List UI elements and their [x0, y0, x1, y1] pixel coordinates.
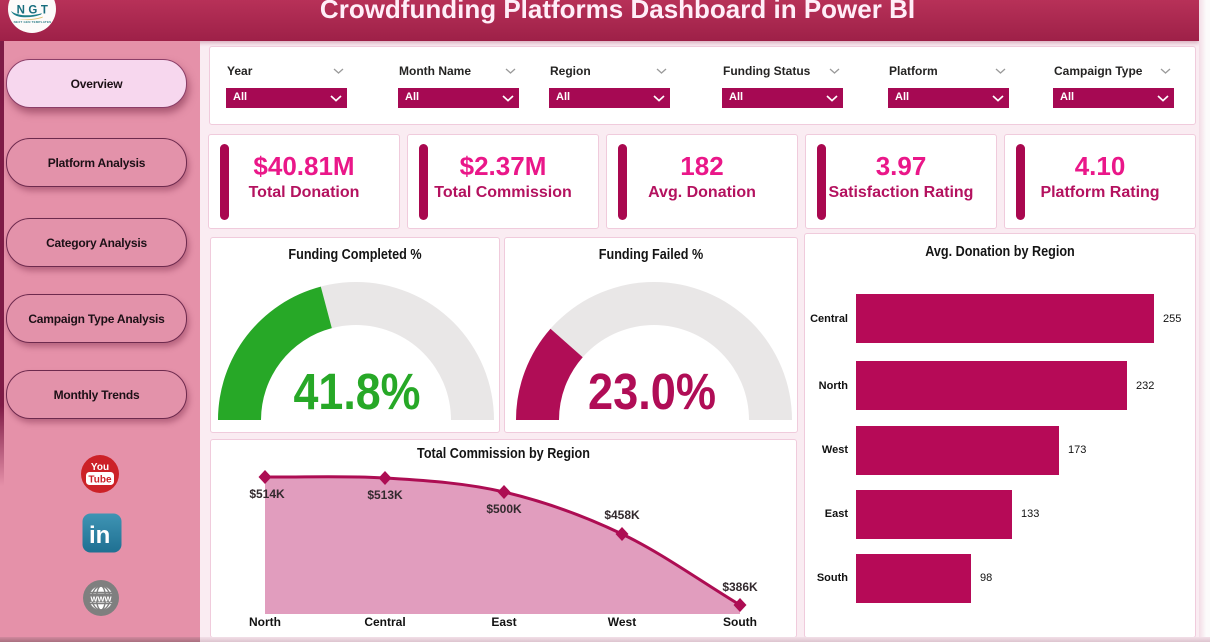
svg-text:41.8%: 41.8% [294, 363, 421, 420]
svg-text:Tube: Tube [88, 475, 112, 486]
svg-text:in: in [89, 522, 110, 549]
svg-text:23.0%: 23.0% [588, 363, 716, 420]
svg-text:www: www [89, 594, 112, 604]
svg-text:NEXT GEN TEMPLATES: NEXT GEN TEMPLATES [14, 20, 52, 24]
svg-text:NGT: NGT [17, 4, 52, 16]
svg-text:You: You [91, 462, 109, 473]
